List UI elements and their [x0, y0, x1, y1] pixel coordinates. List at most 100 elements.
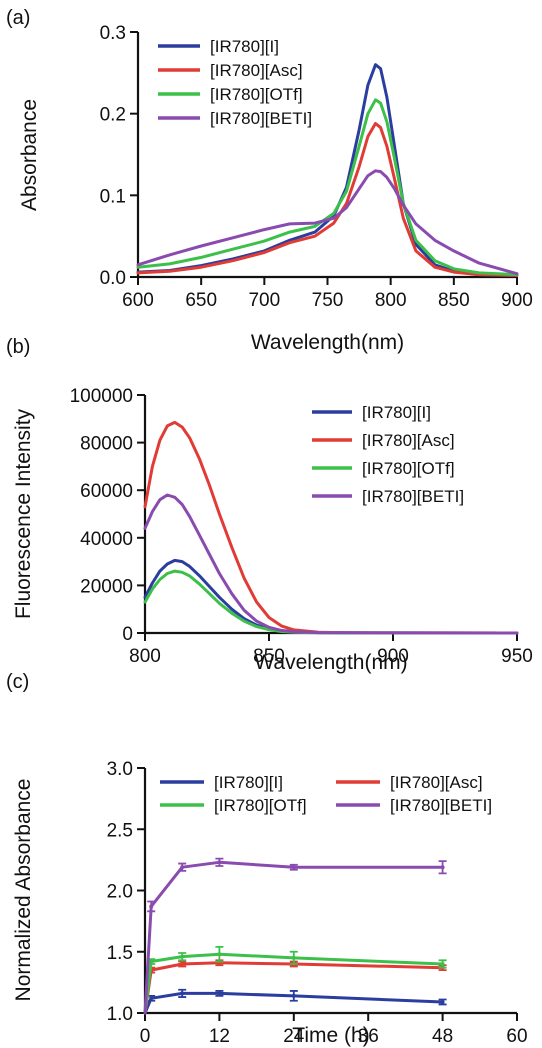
data-point	[149, 904, 154, 909]
series-line	[143, 952, 445, 1015]
y-axis-label: Fluorescence Intensity	[12, 408, 35, 619]
series-1	[136, 63, 519, 277]
series-4	[143, 857, 447, 1015]
y-tick-label: 3.0	[107, 759, 133, 780]
series-2	[143, 420, 519, 635]
y-axis-label: Normalized Absorbance	[12, 779, 35, 1002]
data-point	[180, 962, 185, 966]
x-tick-label: 850	[253, 646, 285, 667]
legend-label: [IR780][I]	[210, 37, 279, 56]
y-tick-label: 0.1	[100, 186, 126, 207]
data-point	[291, 955, 296, 960]
series-line	[136, 122, 519, 277]
x-tick-label: 48	[432, 1026, 453, 1047]
y-tick-label: 2.0	[107, 882, 133, 903]
y-tick-label: 80000	[80, 434, 133, 455]
data-point	[440, 999, 445, 1004]
series-3	[143, 569, 519, 635]
legend-label: [IR780][OTf]	[214, 796, 307, 815]
series-line	[143, 558, 519, 635]
x-tick-label: 800	[375, 290, 407, 311]
series-line	[136, 98, 519, 277]
data-point	[149, 996, 154, 1001]
legend-label: [IR780][OTf]	[362, 459, 455, 478]
y-tick-label: 1.0	[107, 1004, 133, 1025]
legend: [IR780][I] [IR780][Asc] [IR780][OTf] [IR780…	[160, 773, 492, 815]
panel-label: (c)	[6, 671, 29, 693]
x-tick-label: 60	[506, 1026, 527, 1047]
legend-label: [IR780][I]	[214, 773, 283, 792]
y-tick-label: 2.5	[107, 820, 133, 841]
series-1	[143, 558, 519, 635]
data-point	[440, 865, 445, 870]
legend-label: [IR780][Asc]	[362, 431, 455, 450]
series-3	[136, 98, 519, 277]
x-tick-label: 850	[438, 290, 470, 311]
x-tick-label: 900	[377, 646, 409, 667]
x-tick-label: 0	[140, 1026, 151, 1047]
x-tick-label: 950	[501, 646, 533, 667]
chart-c: (c) 1.0 1.5 2.0 2.5 3.0 0 12 24 36 48 60 Time (h) Nor…	[6, 671, 528, 1047]
x-tick-label: 800	[129, 646, 161, 667]
series-line	[143, 961, 445, 1015]
data-point	[217, 952, 222, 957]
legend-label: [IR780][BETI]	[210, 109, 312, 128]
series-2	[143, 959, 447, 1015]
panel-label: (a)	[6, 7, 30, 29]
legend-label: [IR780][I]	[362, 403, 431, 422]
legend-label: [IR780][OTf]	[210, 85, 303, 104]
data-point	[180, 954, 185, 959]
data-point	[180, 865, 185, 870]
x-tick-label: 750	[312, 290, 344, 311]
x-axis-label: Wavelength(nm)	[254, 651, 407, 674]
legend: [IR780][I] [IR780][Asc] [IR780][OTf] [IR780…	[312, 403, 464, 506]
y-tick-label: 0	[122, 624, 133, 645]
y-tick-label: 100000	[70, 386, 133, 407]
series-line	[143, 493, 519, 635]
legend-label: [IR780][BETI]	[390, 796, 492, 815]
data-point	[440, 962, 445, 966]
data-point	[291, 993, 296, 998]
y-tick-label: 1.5	[107, 943, 133, 964]
legend-label: [IR780][BETI]	[362, 487, 464, 506]
data-point	[180, 991, 185, 996]
legend: [IR780][I] [IR780][Asc] [IR780][OTf] [IR780…	[158, 37, 312, 128]
legend-label: [IR780][Asc]	[210, 61, 303, 80]
series-4	[136, 169, 519, 276]
x-tick-label: 900	[501, 290, 533, 311]
chart-a: (a) 0.0 0.1 0.2 0.3 600 650 700 750 800 850 900 Wave…	[6, 7, 533, 354]
y-tick-label: 0.0	[100, 268, 126, 289]
series-1	[143, 988, 447, 1015]
chart-b: (b) 0 20000 40000 60000 80000 100000 800 850 900 9…	[6, 336, 533, 674]
y-tick-label: 0.2	[100, 105, 126, 126]
legend-label: [IR780][Asc]	[390, 773, 483, 792]
series-line	[136, 169, 519, 276]
x-axis-label: Wavelength(nm)	[251, 331, 404, 354]
y-tick-label: 20000	[80, 576, 133, 597]
data-point	[291, 865, 296, 870]
x-tick-label: 12	[209, 1026, 230, 1047]
y-axis-label: Absorbance	[18, 99, 41, 211]
x-tick-label: 36	[358, 1026, 379, 1047]
x-tick-label: 24	[283, 1026, 305, 1047]
series-4	[143, 493, 519, 635]
x-tick-label: 700	[248, 290, 280, 311]
axes	[143, 395, 517, 635]
series-line	[143, 420, 519, 635]
y-tick-label: 60000	[80, 481, 133, 502]
series-line	[136, 63, 519, 277]
series-line	[143, 860, 445, 1015]
data-point	[217, 991, 222, 996]
y-tick-label: 40000	[80, 529, 133, 550]
x-tick-label: 600	[122, 290, 154, 311]
panel-label: (b)	[6, 336, 30, 358]
series-2	[136, 122, 519, 277]
series-line	[143, 569, 519, 635]
y-tick-label: 0.3	[100, 23, 126, 44]
x-tick-label: 650	[185, 290, 217, 311]
data-point	[149, 959, 154, 964]
x-axis-label: Time (h)	[292, 1024, 369, 1047]
data-point	[217, 860, 222, 865]
series-3	[143, 945, 447, 1015]
